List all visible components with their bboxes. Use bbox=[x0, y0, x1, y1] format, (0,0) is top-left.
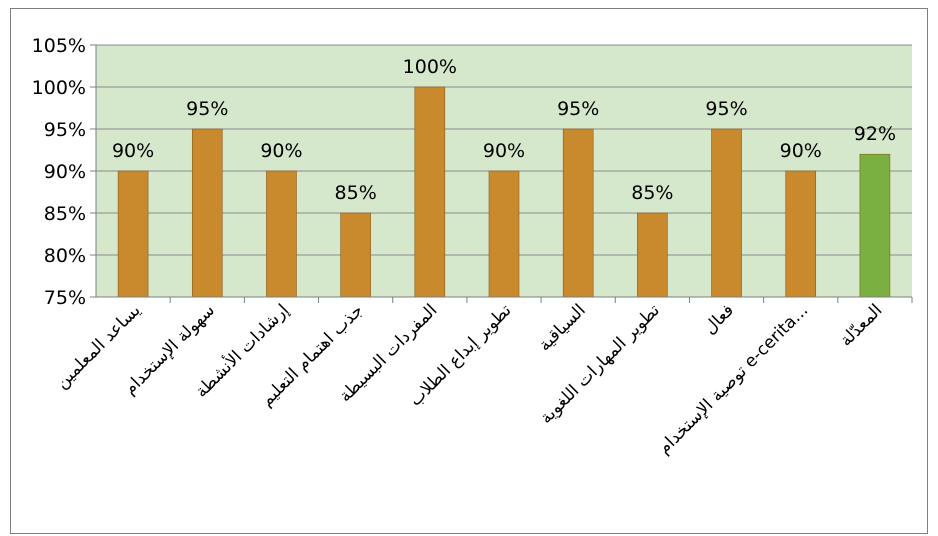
x-tick-label: فعال bbox=[700, 300, 738, 338]
y-tick-label: 90% bbox=[44, 161, 86, 183]
data-label: 95% bbox=[186, 98, 228, 120]
data-label: 85% bbox=[335, 182, 377, 204]
data-label: 95% bbox=[557, 98, 599, 120]
data-label: 90% bbox=[112, 140, 154, 162]
bar bbox=[562, 128, 594, 298]
data-label: 92% bbox=[854, 123, 896, 145]
bar bbox=[488, 170, 520, 298]
bar bbox=[785, 170, 817, 298]
data-label: 90% bbox=[780, 140, 822, 162]
data-label: 90% bbox=[260, 140, 302, 162]
x-tick-label: المعدّلة bbox=[836, 300, 886, 350]
bar bbox=[711, 128, 742, 298]
data-label: 90% bbox=[483, 140, 525, 162]
x-tick-label: السياقية bbox=[535, 300, 590, 355]
x-tick-label: توصية الإستخدام e-cerita... bbox=[654, 300, 812, 458]
bar bbox=[340, 212, 371, 298]
data-label: 95% bbox=[705, 98, 747, 120]
y-tick-label: 75% bbox=[44, 287, 86, 309]
y-tick-label: 80% bbox=[44, 245, 86, 267]
y-tick-label: 85% bbox=[44, 203, 86, 225]
y-tick-label: 95% bbox=[44, 119, 86, 141]
bar bbox=[414, 86, 446, 298]
data-label: 100% bbox=[403, 56, 457, 78]
data-label: 85% bbox=[631, 182, 673, 204]
bar bbox=[117, 170, 149, 298]
bar bbox=[191, 128, 223, 298]
bar bbox=[637, 212, 668, 298]
bar bbox=[859, 153, 891, 298]
bar bbox=[266, 170, 297, 298]
y-tick-label: 100% bbox=[32, 77, 86, 99]
y-tick-label: 105% bbox=[32, 35, 86, 57]
